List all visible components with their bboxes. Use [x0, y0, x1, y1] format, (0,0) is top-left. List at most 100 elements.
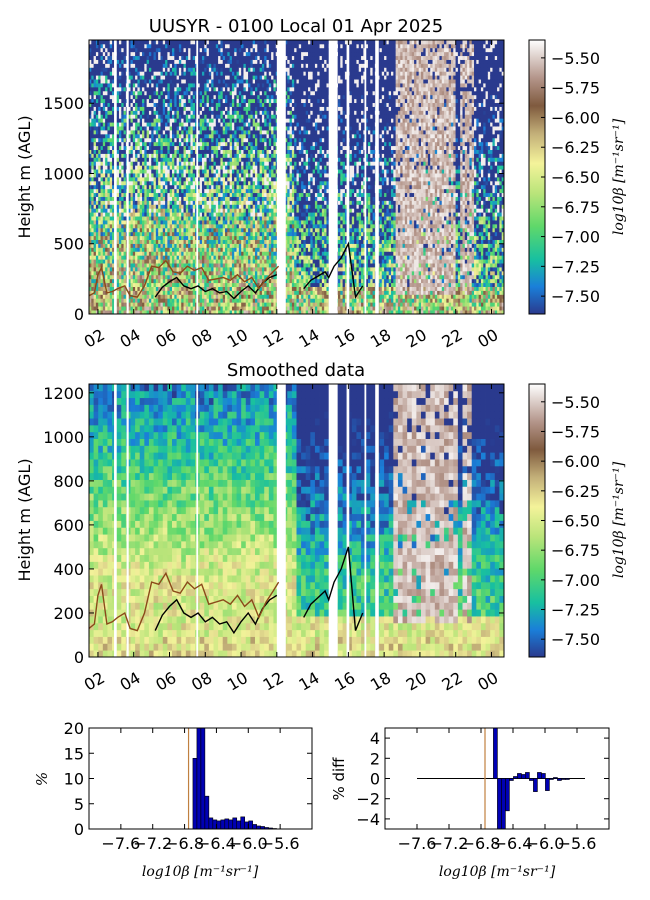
- heatmap-cell: [100, 86, 104, 92]
- heatmap-cell: [227, 243, 231, 248]
- heatmap-cell: [132, 94, 136, 100]
- heatmap-cell: [105, 200, 108, 205]
- heatmap-cell: [227, 251, 231, 256]
- heatmap-cell: [176, 122, 180, 127]
- heatmap-cell: [215, 255, 219, 260]
- heatmap-cell: [215, 177, 219, 182]
- heatmap-cell: [176, 302, 180, 307]
- heatmap-cell: [93, 71, 97, 76]
- heatmap-cell: [95, 141, 99, 147]
- heatmap-cell: [102, 302, 106, 307]
- heatmap-cell: [199, 63, 203, 68]
- heatmap-cell: [121, 208, 124, 213]
- heatmap-cell: [181, 235, 184, 241]
- heatmap-cell: [153, 165, 157, 170]
- heatmap-cell: [204, 196, 207, 201]
- heatmap-cell: [123, 188, 127, 194]
- heatmap-cell: [160, 247, 164, 252]
- heatmap-cell: [248, 310, 251, 314]
- heatmap-cell: [172, 98, 175, 104]
- heatmap-cell: [236, 63, 240, 68]
- heatmap-cell: [229, 263, 233, 268]
- heatmap-cell: [236, 145, 240, 150]
- heatmap-cell: [183, 184, 187, 190]
- heatmap-cell: [116, 114, 120, 119]
- heatmap-cell: [225, 102, 228, 107]
- heatmap-cell: [118, 255, 122, 260]
- heatmap-cell: [204, 282, 207, 287]
- heatmap-cell: [192, 223, 196, 229]
- heatmap-cell: [238, 208, 242, 213]
- heatmap-cell: [206, 67, 210, 72]
- heatmap-cell: [153, 184, 157, 190]
- heatmap-cell: [236, 122, 240, 127]
- heatmap-cell: [245, 137, 249, 143]
- heatmap-cell: [252, 306, 256, 311]
- heatmap-cell: [109, 208, 113, 213]
- heatmap-cell: [225, 145, 228, 150]
- heatmap-cell: [93, 106, 97, 111]
- heatmap-cell: [215, 223, 219, 229]
- heatmap-cell: [220, 126, 224, 131]
- heatmap-cell: [116, 118, 120, 123]
- heatmap-cell: [89, 122, 92, 127]
- heatmap-cell: [128, 200, 131, 205]
- heatmap-cell: [98, 55, 101, 60]
- heatmap-cell: [89, 251, 92, 256]
- heatmap-cell: [135, 102, 138, 107]
- heatmap-cell: [139, 220, 143, 225]
- heatmap-cell: [220, 165, 224, 170]
- heatmap-cell: [135, 141, 138, 147]
- heatmap-cell: [155, 208, 159, 213]
- heatmap-cell: [245, 59, 249, 64]
- heatmap-cell: [135, 165, 138, 170]
- heatmap-cell: [118, 98, 122, 104]
- heatmap-cell: [243, 63, 247, 68]
- heatmap-cell: [188, 51, 191, 57]
- heatmap-cell: [201, 79, 205, 84]
- heatmap-cell: [144, 75, 148, 80]
- heatmap-cell: [107, 173, 111, 178]
- heatmap-cell: [167, 173, 171, 178]
- heatmap-cell: [185, 196, 189, 201]
- heatmap-cell: [229, 169, 233, 174]
- heatmap-cell: [116, 94, 120, 100]
- heatmap-cell: [211, 204, 214, 209]
- heatmap-cell: [225, 43, 228, 49]
- heatmap-cell: [169, 294, 173, 299]
- heatmap-cell: [199, 184, 203, 190]
- heatmap-cell: [139, 149, 143, 154]
- heatmap-cell: [208, 216, 212, 221]
- heatmap-cell: [132, 184, 136, 190]
- heatmap-cell: [128, 294, 131, 299]
- heatmap-cell: [118, 94, 122, 100]
- heatmap-cell: [89, 278, 92, 284]
- heatmap-cell: [153, 302, 157, 307]
- heatmap-cell: [95, 79, 99, 84]
- heatmap-cell: [222, 282, 226, 287]
- heatmap-cell: [95, 130, 99, 135]
- heatmap-cell: [174, 157, 178, 162]
- heatmap-cell: [241, 157, 244, 162]
- heatmap-cell: [137, 200, 141, 205]
- heatmap-cell: [153, 216, 157, 221]
- heatmap-cell: [174, 59, 178, 64]
- heatmap-cell: [234, 231, 237, 237]
- heatmap-cell: [128, 251, 131, 256]
- heatmap-cell: [93, 94, 97, 100]
- heatmap-cell: [192, 102, 196, 107]
- heatmap-cell: [227, 130, 231, 135]
- heatmap-cell: [95, 137, 99, 143]
- heatmap-cell: [183, 40, 187, 45]
- heatmap-cell: [204, 278, 207, 284]
- heatmap-cell: [169, 79, 173, 84]
- heatmap-cell: [95, 180, 99, 186]
- heatmap-cell: [250, 204, 254, 209]
- heatmap-cell: [151, 149, 154, 154]
- heatmap-cell: [245, 196, 249, 201]
- heatmap-cell: [105, 153, 108, 158]
- heatmap-cell: [229, 110, 233, 115]
- heatmap-cell: [206, 118, 210, 123]
- heatmap-cell: [158, 200, 161, 205]
- heatmap-cell: [167, 239, 171, 244]
